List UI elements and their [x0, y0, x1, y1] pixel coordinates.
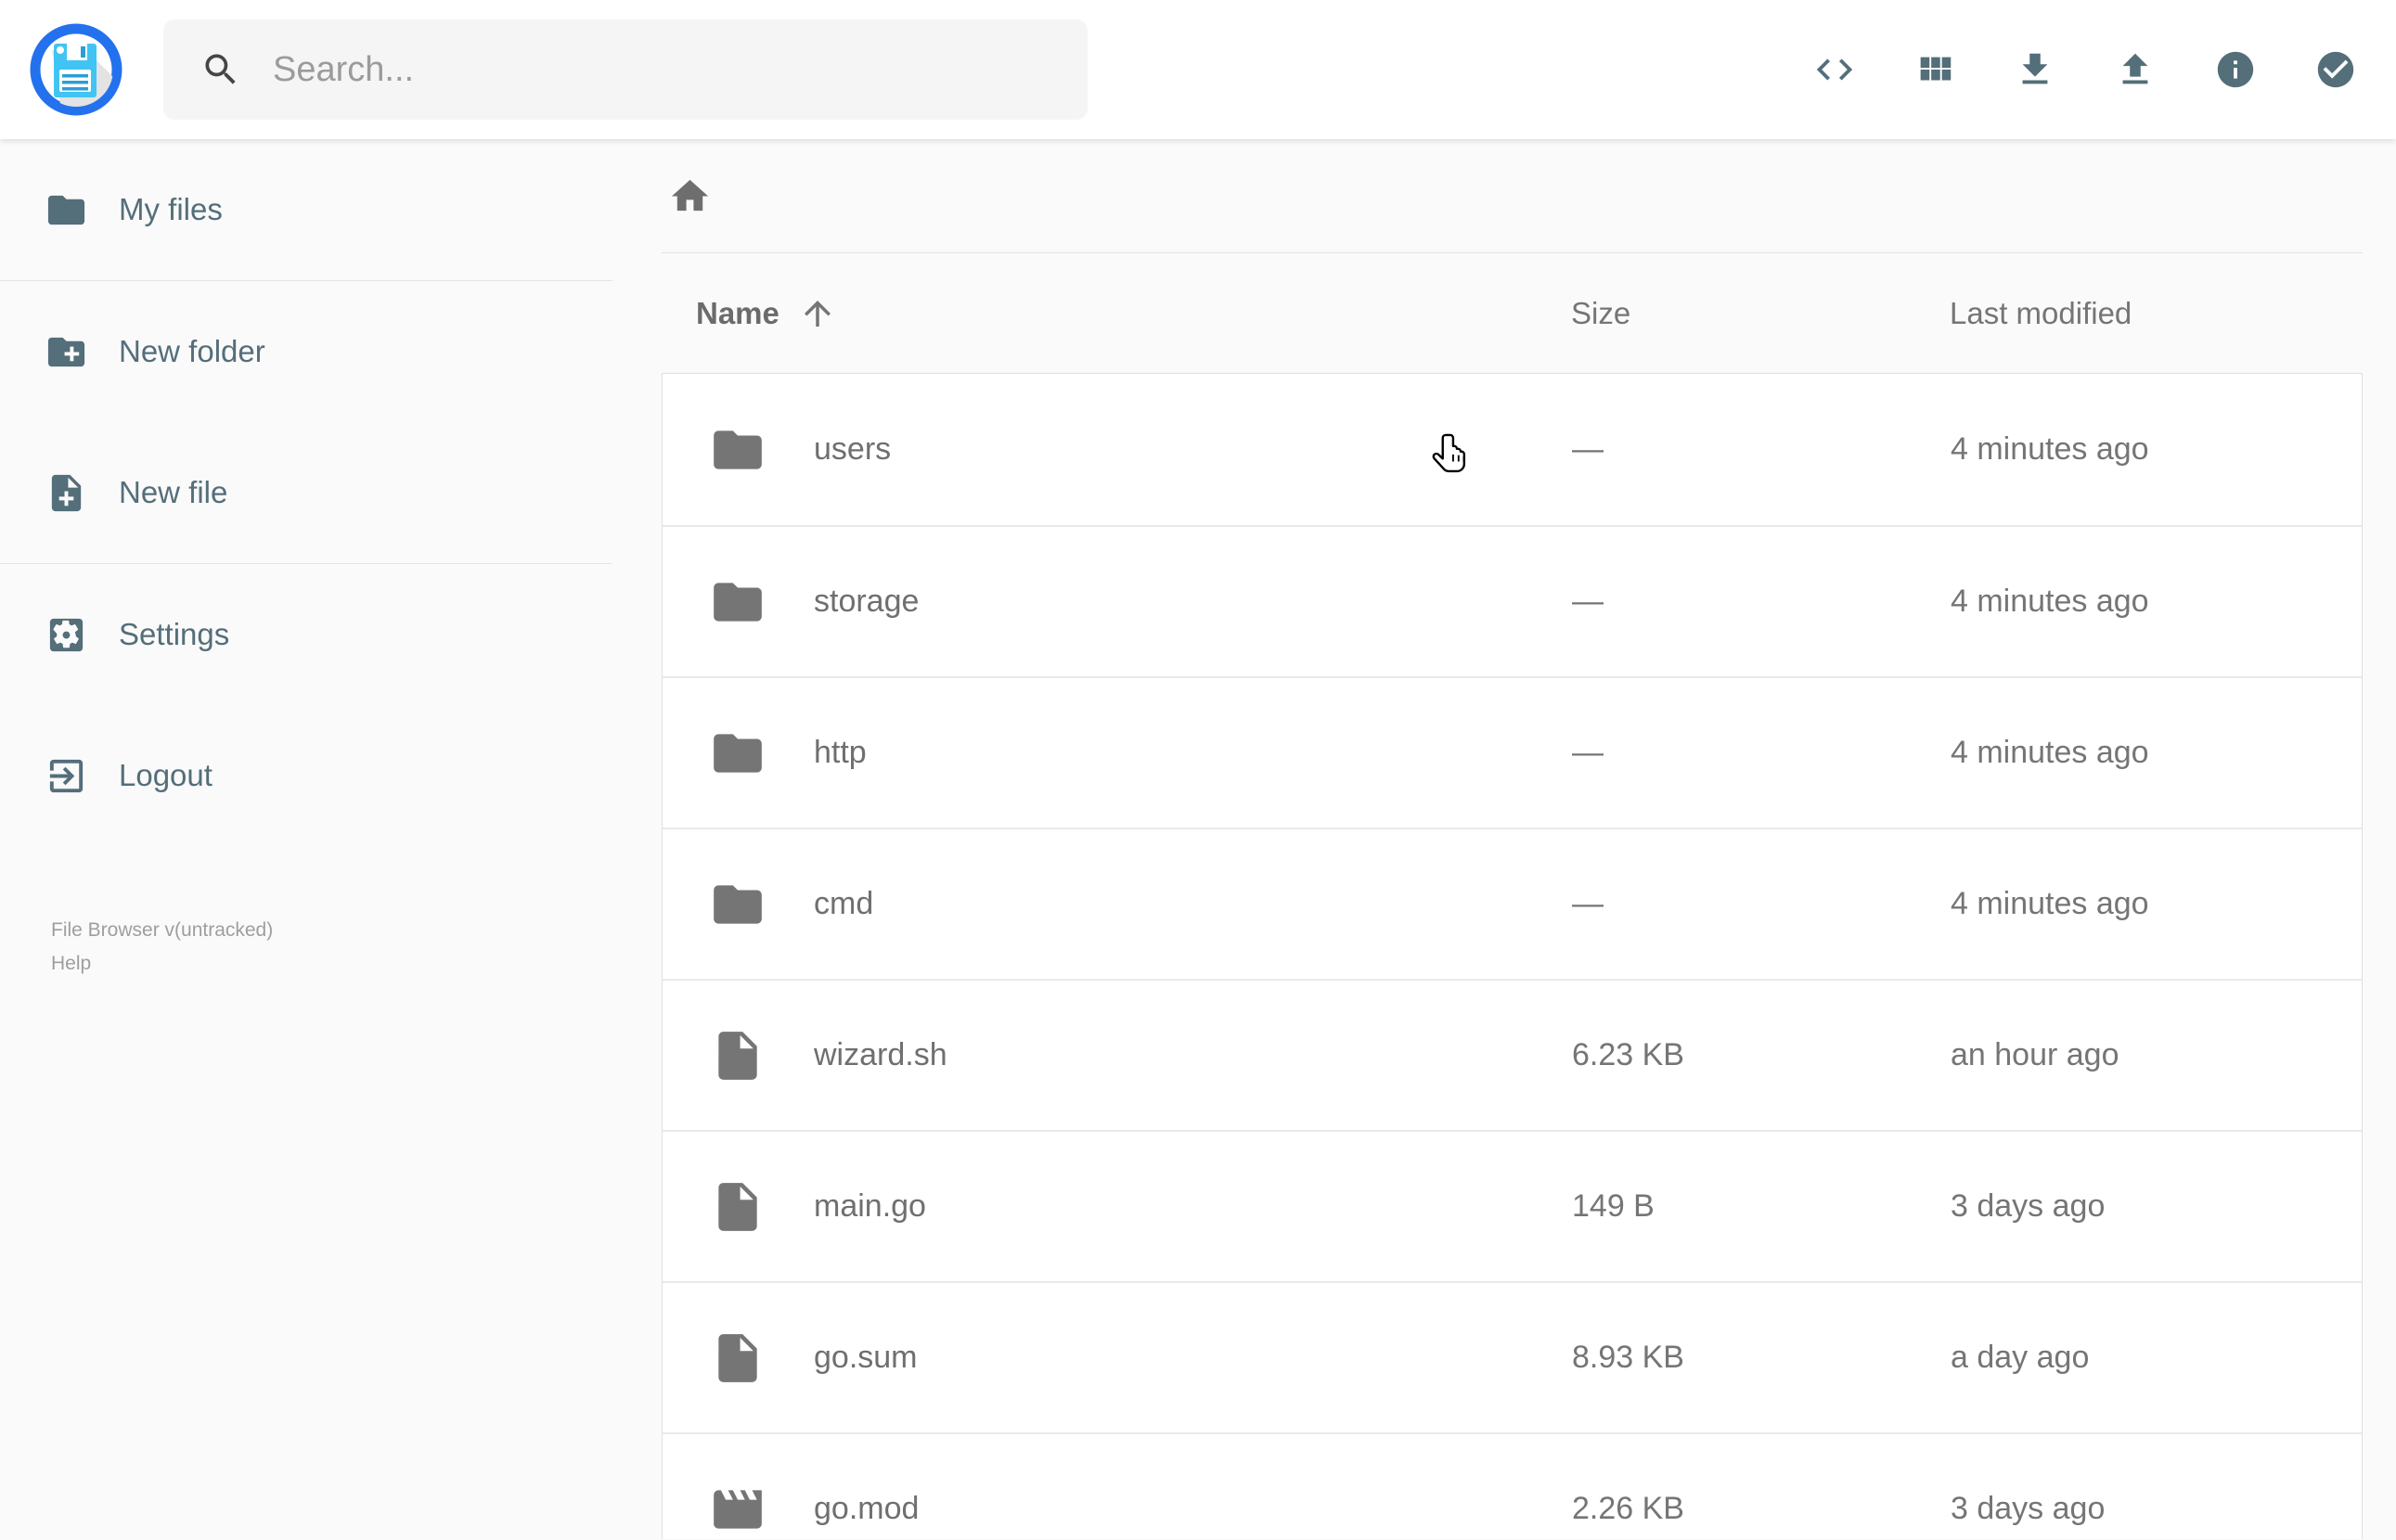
- file-name: http: [814, 735, 867, 770]
- file-name: go.mod: [814, 1491, 920, 1526]
- upload-button[interactable]: [2114, 48, 2157, 91]
- file-size: 8.93 KB: [1572, 1340, 1684, 1375]
- file-modified: 3 days ago: [1951, 1491, 2106, 1526]
- file-modified: 4 minutes ago: [1951, 431, 2149, 467]
- row-http[interactable]: http — 4 minutes ago: [663, 676, 2362, 828]
- folder-icon: [709, 573, 766, 631]
- file-size: —: [1572, 886, 1604, 921]
- file-name: go.sum: [814, 1340, 918, 1375]
- row-wizard.sh[interactable]: wizard.sh 6.23 KB an hour ago: [663, 979, 2362, 1130]
- row-go.sum[interactable]: go.sum 8.93 KB a day ago: [663, 1281, 2362, 1432]
- file-size: —: [1572, 735, 1604, 770]
- new-file-icon: [45, 471, 88, 515]
- listing-header: Name Size Last modified: [662, 253, 2363, 373]
- new-folder-icon: [45, 330, 88, 374]
- file-size: —: [1572, 584, 1604, 619]
- logout-icon: [45, 754, 88, 798]
- file-size: —: [1572, 431, 1604, 467]
- sidebar: My files New folder New file Settings Lo…: [0, 139, 612, 1540]
- sidebar-divider: [0, 280, 612, 281]
- app-version: File Browser v(untracked): [51, 919, 274, 941]
- sidebar-item-logout[interactable]: Logout: [0, 705, 612, 846]
- raw-view-button[interactable]: [1813, 48, 1856, 91]
- file-listing: users — 4 minutes ago storage — 4 minute…: [662, 373, 2363, 1539]
- grid-icon: [1913, 48, 1956, 91]
- folder-icon: [45, 188, 88, 232]
- row-storage[interactable]: storage — 4 minutes ago: [663, 525, 2362, 676]
- breadcrumb-home-button[interactable]: [668, 174, 712, 218]
- check-circle-icon: [2314, 48, 2357, 91]
- home-icon: [668, 174, 712, 218]
- top-bar: Search...: [0, 0, 2396, 139]
- breadcrumb: [662, 139, 2363, 253]
- file-modified: 4 minutes ago: [1951, 584, 2149, 619]
- settings-icon: [45, 613, 88, 657]
- topbar-actions: [1813, 48, 2357, 91]
- search-icon: [200, 49, 241, 90]
- sidebar-item-settings[interactable]: Settings: [0, 564, 612, 705]
- switch-view-button[interactable]: [1913, 48, 1956, 91]
- file-modified: an hour ago: [1951, 1037, 2119, 1072]
- search-placeholder: Search...: [273, 49, 415, 89]
- movie-icon: [709, 1481, 766, 1538]
- file-icon: [709, 1178, 766, 1236]
- sidebar-item-my-files[interactable]: My files: [0, 139, 612, 280]
- file-size: 149 B: [1572, 1188, 1655, 1224]
- row-main.go[interactable]: main.go 149 B 3 days ago: [663, 1130, 2362, 1281]
- sidebar-item-label: Settings: [119, 617, 230, 651]
- file-size: 2.26 KB: [1572, 1491, 1684, 1526]
- row-go.mod[interactable]: go.mod 2.26 KB 3 days ago: [663, 1432, 2362, 1539]
- file-modified: 3 days ago: [1951, 1188, 2106, 1224]
- sidebar-item-label: Logout: [119, 758, 213, 792]
- file-modified: 4 minutes ago: [1951, 886, 2149, 921]
- file-size: 6.23 KB: [1572, 1037, 1684, 1072]
- column-header-modified[interactable]: Last modified: [1950, 295, 2132, 330]
- sidebar-item-label: My files: [119, 192, 223, 226]
- sidebar-nav: My files New folder New file Settings Lo…: [0, 139, 612, 846]
- file-name: storage: [814, 584, 920, 619]
- file-name: main.go: [814, 1188, 926, 1224]
- folder-icon: [709, 421, 766, 479]
- sort-ascending-icon: [798, 294, 837, 333]
- file-modified: 4 minutes ago: [1951, 735, 2149, 770]
- sidebar-footer: File Browser v(untracked) Help: [51, 914, 273, 980]
- file-icon: [709, 1027, 766, 1084]
- download-icon: [2014, 48, 2056, 91]
- file-name: cmd: [814, 886, 874, 921]
- row-users[interactable]: users — 4 minutes ago: [663, 374, 2362, 525]
- sidebar-item-new-folder[interactable]: New folder: [0, 281, 612, 422]
- sidebar-item-label: New file: [119, 475, 228, 509]
- file-name: wizard.sh: [814, 1037, 947, 1072]
- info-button[interactable]: [2214, 48, 2257, 91]
- row-cmd[interactable]: cmd — 4 minutes ago: [663, 828, 2362, 979]
- file-icon: [709, 1329, 766, 1387]
- code-icon: [1813, 48, 1856, 91]
- sidebar-divider: [0, 563, 612, 564]
- folder-icon: [709, 876, 766, 933]
- sidebar-item-new-file[interactable]: New file: [0, 422, 612, 563]
- main-content: Name Size Last modified users — 4 minute…: [662, 139, 2363, 1540]
- help-link[interactable]: Help: [51, 952, 92, 974]
- file-modified: a day ago: [1951, 1340, 2090, 1375]
- download-button[interactable]: [2014, 48, 2056, 91]
- upload-icon: [2114, 48, 2157, 91]
- column-header-name[interactable]: Name: [662, 294, 1571, 333]
- select-multiple-button[interactable]: [2314, 48, 2357, 91]
- sidebar-item-label: New folder: [119, 334, 265, 368]
- folder-icon: [709, 725, 766, 782]
- info-icon: [2214, 48, 2257, 91]
- search-input[interactable]: Search...: [163, 19, 1088, 120]
- column-header-size[interactable]: Size: [1571, 295, 1631, 330]
- file-browser-logo: [30, 23, 122, 116]
- file-name: users: [814, 431, 892, 467]
